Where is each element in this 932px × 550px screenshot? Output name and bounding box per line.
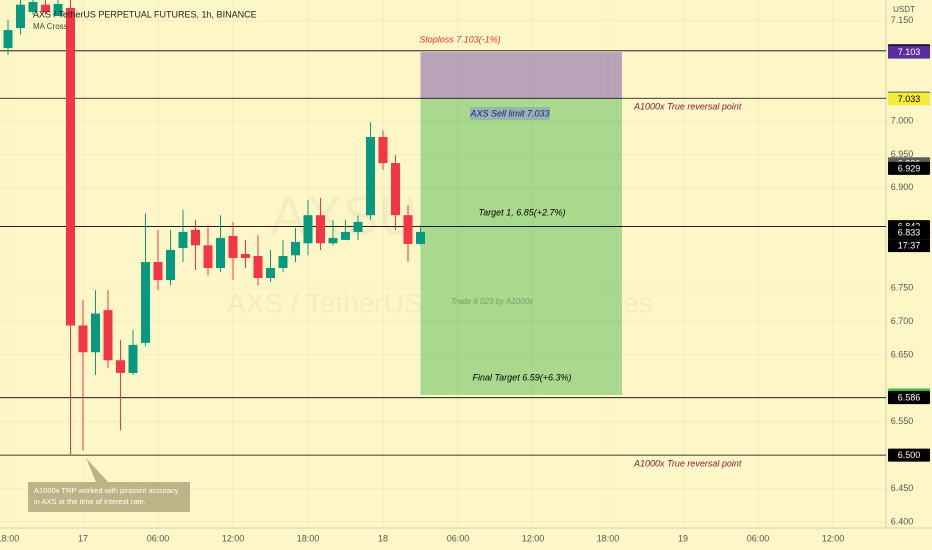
candle-body (66, 8, 75, 326)
x-tick-label: 17 (78, 533, 88, 543)
reversal-label: A1000x True reversal point (633, 458, 742, 468)
y-tick-label: 7.000 (891, 115, 914, 125)
price-label-bg (888, 391, 930, 405)
target-zone (420, 98, 622, 395)
chart-title: AXS / TetherUS PERPETUAL FUTURES, 1h, BI… (33, 9, 257, 19)
x-tick-label: 19 (678, 533, 688, 543)
candle-body (191, 229, 200, 246)
candle-body (116, 360, 125, 373)
callout-box (28, 458, 190, 512)
entry-label: AXS Sell limit 7.033 (469, 108, 549, 118)
candle-body (141, 261, 150, 343)
indicator-label: MA Cross (33, 22, 68, 31)
candle-body (403, 215, 413, 244)
price-label: 6.929 (898, 163, 921, 173)
price-label: 7.103 (898, 47, 921, 57)
price-label-bg (888, 45, 930, 59)
candle-body (153, 261, 163, 281)
x-tick-label: 18 (378, 533, 388, 543)
price-label-bg (888, 226, 930, 240)
candle-body (41, 4, 50, 13)
y-tick-label: 6.700 (891, 316, 914, 326)
candle-body (228, 235, 238, 258)
candle-body (128, 344, 138, 373)
y-tick-label: 7.150 (891, 15, 914, 25)
candle-body (241, 253, 250, 258)
candle-body (28, 2, 38, 13)
candle-body (91, 313, 100, 353)
x-tick-label: 12:00 (522, 533, 545, 543)
price-label: 7.033 (898, 94, 921, 104)
candle-body (341, 231, 350, 240)
candle-body (391, 163, 400, 216)
callout-text: in AXS at the time of interest rate. (34, 497, 146, 506)
candle-body (3, 30, 13, 49)
candle-body (278, 255, 288, 269)
y-tick-label: 6.750 (891, 282, 914, 292)
candle-body (353, 221, 363, 232)
price-label: 6.833 (898, 227, 921, 237)
currency-label: USDT (893, 5, 915, 14)
candle-body (291, 241, 300, 256)
candle-body (216, 237, 225, 269)
candle-body (166, 249, 175, 281)
candle-body (78, 325, 88, 353)
candle-body (416, 231, 425, 244)
y-tick-label: 6.450 (891, 483, 914, 493)
callout-text: A1000x TRP worked with pinpoint accuracy (34, 486, 179, 495)
x-tick-label: 12:00 (222, 533, 245, 543)
stop-zone (420, 52, 622, 99)
x-tick-label: 18:00 (297, 533, 320, 543)
candle-body (316, 215, 325, 244)
x-tick-label: 12:00 (822, 533, 845, 543)
price-label: 6.586 (898, 393, 921, 403)
candle-body (16, 4, 25, 29)
price-label-bg (888, 161, 930, 175)
candle-body (328, 237, 338, 244)
x-tick-label: 06:00 (447, 533, 470, 543)
candle-body (53, 4, 63, 17)
y-tick-label: 6.400 (891, 516, 914, 526)
candle-body (303, 215, 313, 244)
x-tick-label: 06:00 (147, 533, 170, 543)
candle-body (266, 268, 275, 279)
y-tick-label: 6.900 (891, 182, 914, 192)
price-label-bg (888, 92, 930, 106)
candle-body (203, 245, 213, 269)
y-tick-label: 6.550 (891, 416, 914, 426)
price-label-bg (888, 448, 930, 462)
price-label: 6.500 (898, 450, 921, 460)
reversal-label: A1000x True reversal point (633, 101, 742, 111)
candle-body (253, 255, 263, 279)
countdown-bg (888, 239, 930, 253)
x-tick-label: 18:00 (0, 533, 19, 543)
countdown: 17:37 (898, 240, 921, 250)
candle-body (366, 137, 375, 216)
x-tick-label: 18:00 (597, 533, 620, 543)
entry-label-bg (470, 107, 550, 120)
candle-body (103, 310, 113, 361)
final-target-label: Final Target 6.59(+6.3%) (473, 372, 572, 382)
candle-body (378, 137, 388, 164)
y-tick-label: 6.950 (891, 149, 914, 159)
candle-body (178, 231, 188, 248)
stoploss-label: Stoploss 7.103(-1%) (419, 34, 501, 44)
target-label: Target 1, 6.85(+2.7%) (479, 207, 566, 217)
x-tick-label: 06:00 (747, 533, 770, 543)
trade-label: Trade # 023 by A1000x (451, 297, 534, 306)
y-tick-label: 6.650 (891, 349, 914, 359)
